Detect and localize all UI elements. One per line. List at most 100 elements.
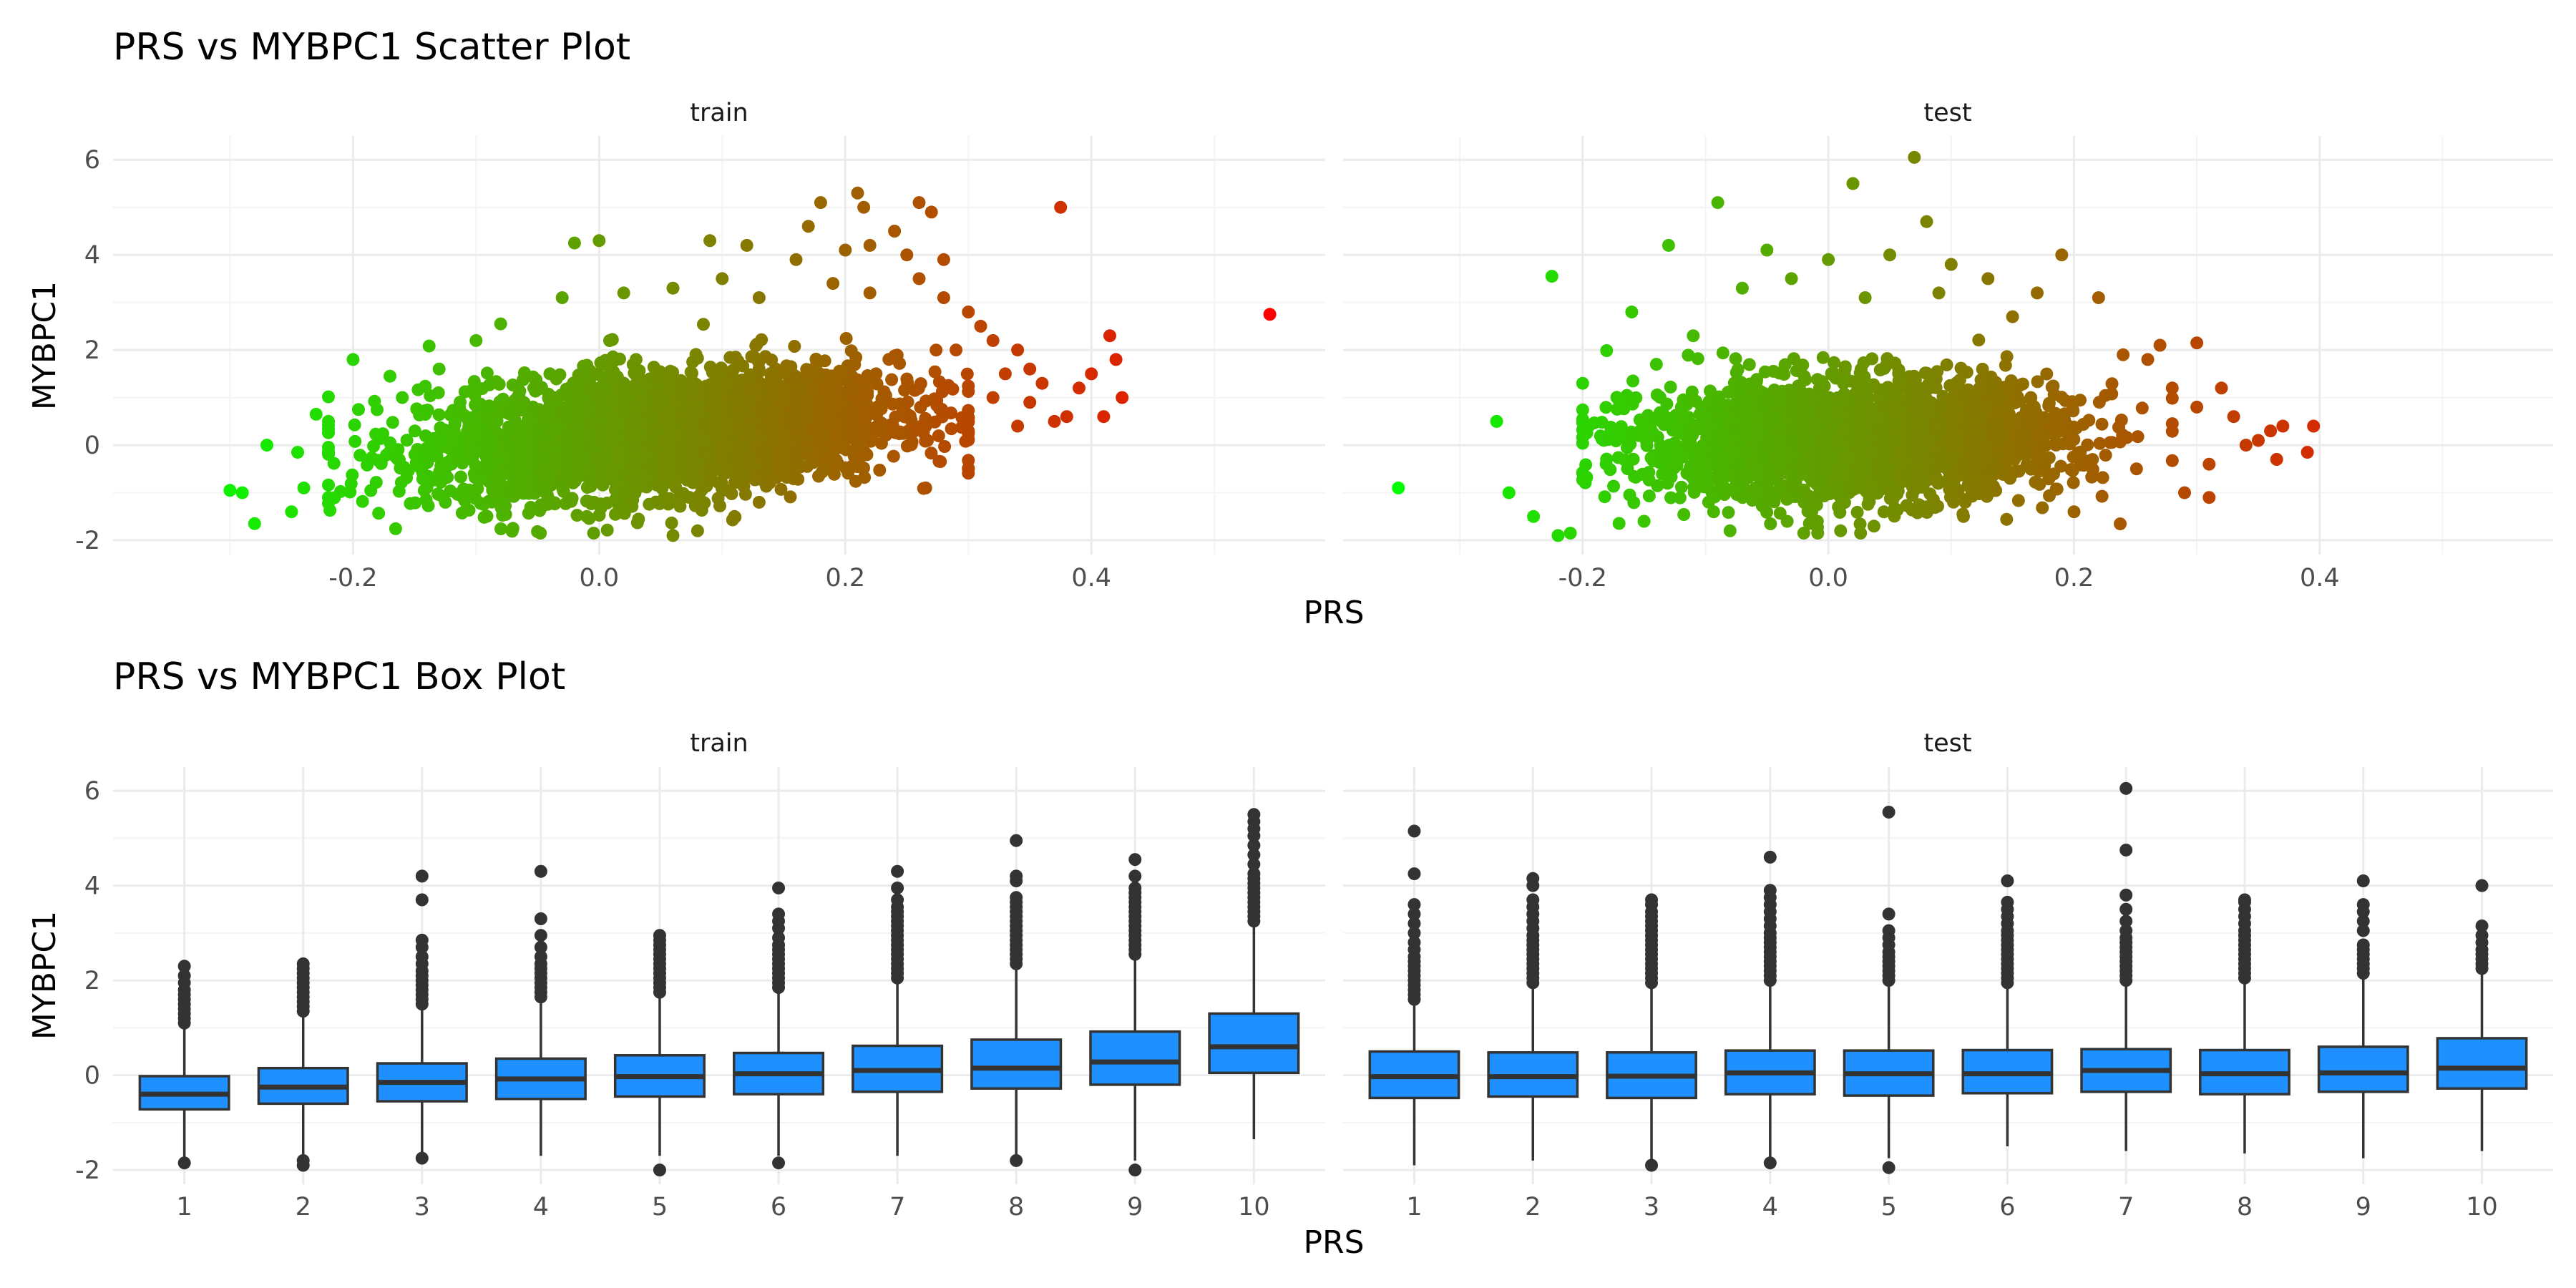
scatter-point: [285, 505, 298, 519]
scatter-point: [1816, 351, 1830, 364]
scatter-point: [788, 340, 801, 353]
scatter-point: [787, 451, 801, 464]
scatter-point: [480, 455, 494, 469]
scatter-point: [429, 434, 443, 448]
scatter-point: [322, 478, 335, 492]
scatter-point: [636, 374, 650, 387]
scatter-point: [752, 495, 766, 509]
scatter-point: [567, 476, 580, 489]
scatter-point: [919, 481, 932, 494]
scatter-point: [649, 495, 663, 509]
scatter-point: [1888, 509, 1901, 523]
scatter-point: [434, 475, 448, 489]
scatter-point: [776, 452, 789, 465]
scatter-point: [322, 491, 335, 504]
scatter-point: [1598, 490, 1611, 504]
scatter-point: [737, 441, 751, 454]
scatter-point: [1611, 451, 1625, 464]
scatter-point: [752, 362, 766, 376]
scatter-point: [369, 476, 383, 489]
scatter-point: [545, 439, 558, 453]
scatter-point: [711, 492, 725, 505]
scatter-point: [416, 472, 429, 486]
scatter-point: [746, 458, 760, 472]
scatter-point: [1623, 488, 1636, 502]
scatter-point: [691, 524, 704, 537]
scatter-point: [860, 448, 874, 462]
scatter-point: [935, 410, 949, 424]
scatter-point: [352, 403, 365, 416]
scatter-point: [389, 522, 402, 535]
scatter-point: [1865, 352, 1879, 366]
scatter-point: [858, 393, 872, 406]
scatter-point: [1023, 362, 1037, 376]
scatter-point: [849, 425, 862, 439]
scatter-point: [745, 350, 758, 364]
scatter-point: [522, 507, 535, 520]
scatter-point: [1035, 376, 1049, 390]
scatter-point: [655, 482, 669, 495]
scatter-point: [738, 487, 752, 501]
scatter-point: [506, 379, 519, 391]
scatter-point: [565, 492, 579, 505]
scatter-point: [397, 461, 411, 474]
scatter-point: [886, 397, 899, 411]
scatter-point: [882, 353, 896, 366]
scatter-point: [813, 422, 826, 436]
scatter-point: [1054, 200, 1068, 214]
scatter-point: [814, 439, 827, 452]
scatter-point: [463, 444, 477, 457]
scatter-point: [839, 243, 852, 257]
scatter-point: [322, 390, 335, 404]
scatter-point: [1927, 493, 1940, 507]
scatter-point: [386, 416, 399, 429]
scatter-point: [1612, 517, 1626, 530]
scatter-point: [371, 454, 385, 467]
scatter-point: [1677, 508, 1691, 521]
scatter-point: [839, 332, 853, 345]
scatter-point: [848, 358, 862, 371]
scatter-point: [937, 253, 950, 266]
scatter-point: [766, 389, 779, 403]
scatter-point: [2040, 367, 2054, 381]
scatter-point: [592, 234, 606, 248]
scatter-point: [481, 429, 494, 443]
scatter-point: [924, 447, 938, 460]
scatter-point: [1972, 333, 1986, 347]
scatter-point: [372, 507, 386, 520]
scatter-point: [400, 434, 414, 447]
scatter-point: [928, 365, 942, 379]
scatter-point: [587, 527, 600, 540]
scatter-point: [348, 434, 362, 448]
scatter-point: [1097, 410, 1111, 424]
scatter-point: [353, 449, 367, 462]
scatter-point: [1850, 505, 1864, 519]
scatter-point: [962, 425, 975, 439]
scatter-point: [439, 495, 452, 509]
scatter-point: [520, 442, 533, 456]
scatter-point-cloud: [322, 318, 975, 540]
scatter-point: [912, 381, 925, 395]
scatter-point: [919, 394, 933, 408]
scatter-point: [223, 484, 237, 497]
scatter-point: [389, 450, 403, 464]
scatter-point: [448, 418, 462, 431]
scatter-point: [861, 369, 874, 382]
scatter-point: [847, 449, 861, 463]
scatter-point: [653, 365, 667, 379]
scatter-point: [962, 385, 975, 399]
scatter-point: [1810, 373, 1824, 386]
scatter-point: [454, 470, 467, 484]
scatter-point: [343, 485, 357, 499]
scatter-point: [396, 391, 409, 404]
scatter-point: [686, 476, 700, 489]
scatter-point: [763, 367, 777, 381]
scatter-point: [1023, 396, 1037, 409]
scatter-point: [567, 236, 581, 250]
scatter-point: [708, 378, 722, 391]
scatter-point: [1011, 343, 1025, 357]
scatter-point: [722, 447, 735, 460]
scatter-point: [717, 418, 730, 431]
scatter-point: [1109, 353, 1123, 366]
scatter-point: [1742, 358, 1756, 371]
